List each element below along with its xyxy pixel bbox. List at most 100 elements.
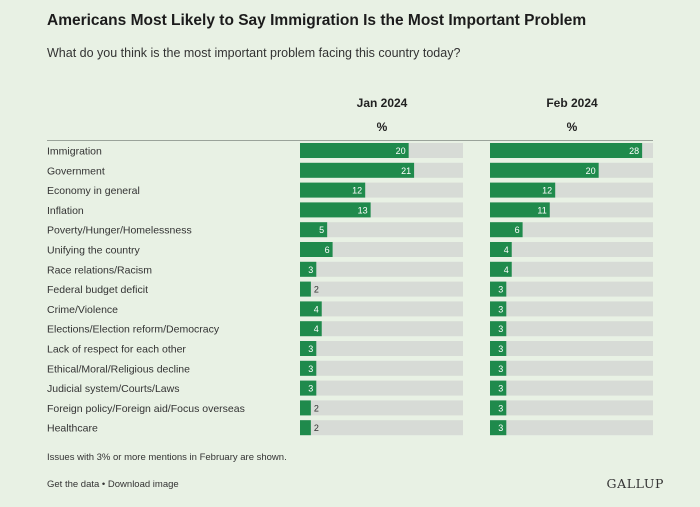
bar xyxy=(490,143,643,158)
data-label: 12 xyxy=(542,186,552,196)
data-label: 3 xyxy=(498,304,503,314)
bar-track xyxy=(300,261,463,277)
panel-header-jan: Jan 2024 xyxy=(356,96,408,110)
data-label: 3 xyxy=(308,384,313,394)
bar xyxy=(490,341,507,356)
data-label: 4 xyxy=(314,324,319,334)
data-label: 3 xyxy=(498,324,503,334)
bar-track xyxy=(490,360,653,376)
data-label: 4 xyxy=(504,245,509,255)
data-label: 3 xyxy=(308,364,313,374)
category-label: Crime/Violence xyxy=(47,304,118,316)
bar xyxy=(300,182,366,198)
data-label: 13 xyxy=(358,205,368,215)
bar xyxy=(490,301,507,317)
bar-track xyxy=(490,301,653,317)
bar-track xyxy=(490,341,653,356)
bar xyxy=(300,380,317,396)
bar-track xyxy=(300,380,463,396)
data-label: 3 xyxy=(498,403,503,413)
bar xyxy=(490,222,523,238)
data-label: 28 xyxy=(629,146,639,156)
data-label: 2 xyxy=(314,423,319,433)
category-label: Federal budget deficit xyxy=(47,284,148,296)
data-label: 12 xyxy=(352,186,362,196)
bar xyxy=(490,321,507,337)
download-image-link[interactable]: Download image xyxy=(107,479,179,490)
data-label: 3 xyxy=(308,344,313,354)
data-label: 3 xyxy=(498,285,503,295)
bar xyxy=(490,360,507,376)
bar-track xyxy=(300,400,463,416)
bar xyxy=(490,202,550,218)
chart-title: Americans Most Likely to Say Immigration… xyxy=(47,12,587,29)
bar-track xyxy=(490,222,653,238)
footnote: Issues with 3% or more mentions in Febru… xyxy=(47,452,287,463)
bar-track xyxy=(300,301,463,317)
data-label: 4 xyxy=(504,265,509,275)
bar-track xyxy=(300,420,463,436)
unit-label-feb: % xyxy=(566,120,578,134)
get-data-link[interactable]: Get the data xyxy=(47,479,100,490)
data-label: 3 xyxy=(308,265,313,275)
bar-track xyxy=(300,281,463,297)
bar-track xyxy=(300,360,463,376)
category-label: Ethical/Moral/Religious decline xyxy=(47,363,190,375)
bar-track xyxy=(490,281,653,297)
category-label: Inflation xyxy=(47,205,84,217)
bar xyxy=(300,360,317,376)
category-label: Economy in general xyxy=(47,185,140,197)
bar xyxy=(490,400,507,416)
panel-header-feb: Feb 2024 xyxy=(546,96,598,110)
bar xyxy=(300,420,311,436)
bar-track xyxy=(490,261,653,277)
data-label: 5 xyxy=(319,225,324,235)
header-divider xyxy=(47,140,653,141)
bar xyxy=(490,380,507,396)
data-label: 21 xyxy=(401,166,411,176)
bar xyxy=(490,182,556,198)
data-label: 6 xyxy=(325,245,330,255)
unit-label-jan: % xyxy=(376,120,388,134)
bar-track xyxy=(490,420,653,436)
bar-track xyxy=(300,341,463,356)
data-label: 6 xyxy=(515,225,520,235)
bar-track xyxy=(490,400,653,416)
bar-track xyxy=(300,242,463,257)
bar xyxy=(300,162,415,178)
data-label: 20 xyxy=(586,166,596,176)
bar-track xyxy=(300,222,463,238)
data-label: 3 xyxy=(498,364,503,374)
bar xyxy=(490,261,512,277)
bar xyxy=(490,420,507,436)
bar-track xyxy=(490,242,653,257)
bar xyxy=(300,281,311,297)
bar-track xyxy=(300,321,463,337)
data-label: 2 xyxy=(314,285,319,295)
bar xyxy=(300,143,409,158)
bar xyxy=(300,202,371,218)
chart-subtitle: What do you think is the most important … xyxy=(47,46,461,60)
bar xyxy=(300,341,317,356)
category-label: Immigration xyxy=(47,146,102,158)
bar xyxy=(490,162,599,178)
bar xyxy=(300,321,322,337)
bar xyxy=(300,261,317,277)
data-label: 11 xyxy=(537,205,546,215)
data-label: 20 xyxy=(396,146,406,156)
data-label: 3 xyxy=(498,423,503,433)
category-label: Elections/Election reform/Democracy xyxy=(47,324,220,336)
bar-track xyxy=(490,321,653,337)
data-label: 2 xyxy=(314,403,319,413)
bar xyxy=(300,242,333,257)
footer-links: Get the data • Download image xyxy=(47,479,179,490)
data-label: 4 xyxy=(314,304,319,314)
category-label: Healthcare xyxy=(47,423,98,435)
category-label: Foreign policy/Foreign aid/Focus oversea… xyxy=(47,403,245,415)
category-label: Lack of respect for each other xyxy=(47,344,186,356)
category-label: Judicial system/Courts/Laws xyxy=(47,383,179,395)
category-label: Race relations/Racism xyxy=(47,264,152,276)
link-separator: • xyxy=(99,479,108,490)
data-label: 3 xyxy=(498,344,503,354)
bar xyxy=(300,301,322,317)
